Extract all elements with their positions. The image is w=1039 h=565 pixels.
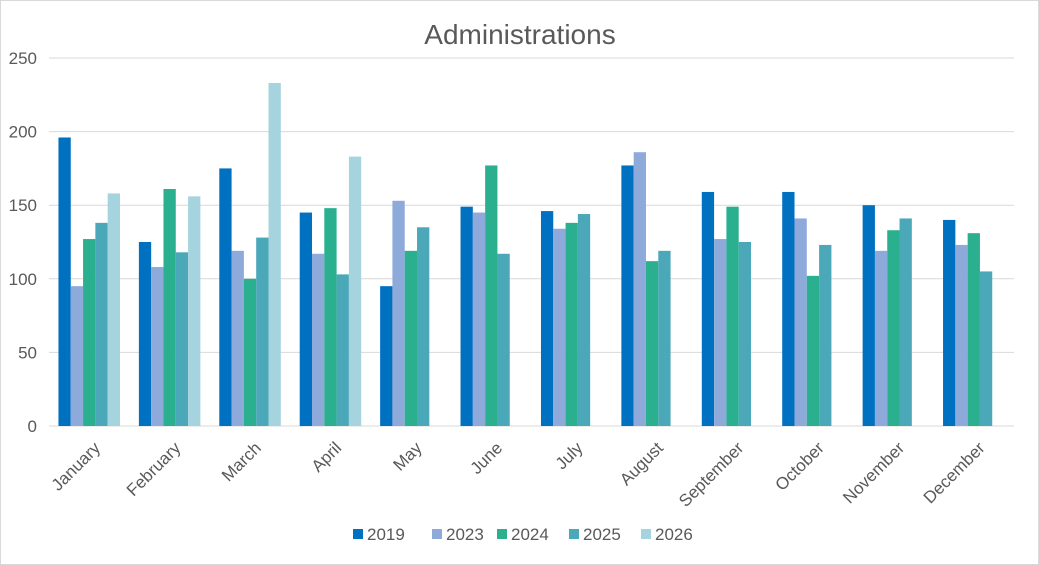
bar-2025-june [497,253,510,426]
legend-swatch-2019 [353,529,363,539]
bar-2025-september [738,242,751,426]
x-axis-ticks: January February March April May June July Augu… [48,438,989,511]
bar-2023-october [794,218,807,426]
legend-label: 2023 [446,525,484,544]
gridlines [49,57,1014,427]
bar-2024-august [645,261,659,426]
y-tick-label: 150 [9,196,37,215]
legend-swatch-2025 [569,529,579,539]
bar-2019-august [621,165,634,426]
bar-2025-july [577,214,591,426]
y-tick-label: 250 [9,49,37,68]
bar-2023-july [553,228,566,426]
bar-2024-march [243,278,257,426]
bar-2024-may [404,250,418,426]
bars [58,83,993,427]
bar-2024-november [887,230,900,426]
y-tick-label: 200 [9,123,37,142]
bar-2026-march [268,83,281,427]
bar-2019-september [701,191,715,426]
bar-2023-june [472,212,486,426]
legend-swatch-2026 [641,529,651,539]
bar-2019-december [943,219,956,426]
bar-2023-march [231,250,244,426]
x-tick-label: November [839,438,908,507]
x-tick-label: February [123,438,185,500]
legend-label: 2025 [583,525,621,544]
bar-2024-april [324,208,337,426]
bar-2024-june [485,165,498,426]
bar-2025-october [819,244,832,426]
x-tick-label: August [616,438,667,489]
bar-2025-april [336,274,349,426]
bar-2024-december [967,233,980,426]
legend-label: 2019 [367,525,405,544]
x-tick-label: September [675,438,747,510]
x-tick-label: December [920,438,989,507]
bar-2024-september [726,206,739,426]
chart-title: Administrations [424,19,615,50]
bar-2024-july [565,222,578,426]
legend: 2019 2023 2024 2025 2026 [353,525,693,544]
legend-swatch-2023 [432,529,442,539]
bar-2024-january [83,239,96,426]
bar-2019-october [782,191,795,426]
bar-2019-april [299,212,313,426]
bar-2025-december [979,271,993,426]
x-tick-label: January [48,438,105,495]
x-tick-label: June [467,438,507,478]
y-axis-ticks: 0 50 100 150 200 250 [9,49,37,436]
bar-2025-january [95,222,108,426]
bar-2019-july [540,211,554,426]
x-tick-label: July [552,438,587,473]
x-tick-label: May [390,438,426,474]
x-tick-label: April [308,438,345,475]
bar-2019-november [862,205,875,426]
bar-2023-december [955,244,968,426]
bar-2025-march [256,237,269,426]
bar-2025-august [658,250,671,426]
y-tick-label: 0 [28,417,37,436]
bar-2023-january [70,286,84,426]
bar-2025-february [175,252,189,426]
bar-2023-april [312,253,325,426]
legend-label: 2026 [655,525,693,544]
bar-2023-november [874,250,888,426]
bar-2026-january [107,193,120,426]
bar-2019-june [460,206,473,426]
bar-2023-february [151,267,164,426]
bar-2019-march [219,168,232,426]
bar-2026-april [348,156,362,426]
bar-2024-october [806,275,820,426]
bar-2019-february [138,242,152,426]
y-tick-label: 50 [18,343,37,362]
bar-2024-february [163,189,176,426]
x-tick-label: March [218,438,265,485]
legend-swatch-2024 [497,529,507,539]
bar-2023-may [392,200,405,426]
bar-2025-may [417,227,430,426]
bar-2025-november [899,218,912,426]
bar-2023-september [714,239,727,426]
legend-label: 2024 [511,525,549,544]
bar-2026-february [188,196,201,426]
bar-2019-may [380,286,393,426]
bar-2023-august [633,152,646,426]
x-tick-label: October [772,438,828,494]
y-tick-label: 100 [9,270,37,289]
bar-2019-january [58,137,71,426]
